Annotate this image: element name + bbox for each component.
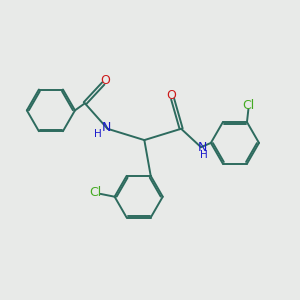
Text: H: H — [200, 150, 208, 160]
Text: H: H — [94, 129, 101, 139]
Text: Cl: Cl — [242, 99, 254, 112]
Text: O: O — [100, 74, 110, 87]
Text: N: N — [198, 141, 207, 154]
Text: Cl: Cl — [89, 186, 101, 199]
Text: O: O — [166, 89, 176, 102]
Text: N: N — [101, 121, 111, 134]
